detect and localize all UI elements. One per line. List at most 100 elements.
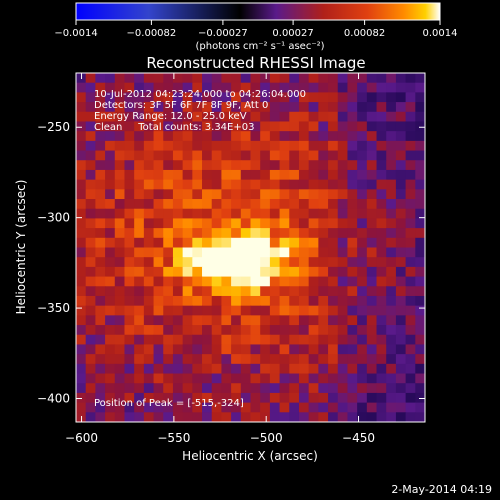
- heatmap-cell: [211, 218, 223, 229]
- heatmap-cell: [279, 102, 290, 113]
- heatmap-cell: [134, 92, 145, 103]
- heatmap-cell: [279, 257, 290, 268]
- heatmap-cell: [308, 228, 319, 239]
- heatmap-cell: [114, 412, 126, 422]
- heatmap-cell: [124, 150, 135, 161]
- heatmap-cell: [376, 92, 387, 103]
- heatmap-cell: [250, 179, 261, 190]
- heatmap-cell: [386, 150, 397, 161]
- heatmap-cell: [163, 102, 174, 113]
- heatmap-cell: [76, 286, 87, 297]
- heatmap-cell: [85, 189, 96, 200]
- heatmap-cell: [182, 189, 193, 200]
- heatmap-cell: [231, 237, 242, 249]
- heatmap-cell: [192, 373, 203, 384]
- heatmap-cell: [357, 218, 368, 229]
- heatmap-cell: [357, 247, 368, 258]
- heatmap-cell: [318, 111, 329, 123]
- heatmap-cell: [124, 247, 135, 258]
- heatmap-cell: [192, 363, 203, 375]
- heatmap-cell: [405, 73, 416, 84]
- heatmap-cell: [153, 412, 164, 422]
- heatmap-cell: [357, 392, 368, 404]
- heatmap-cell: [76, 344, 87, 355]
- heatmap-cell: [163, 237, 174, 249]
- heatmap-cell: [260, 402, 271, 413]
- heatmap-cell: [357, 305, 368, 316]
- heatmap-cell: [366, 150, 378, 161]
- heatmap-cell: [269, 354, 281, 365]
- heatmap-cell: [269, 208, 281, 220]
- heatmap-cell: [134, 247, 145, 258]
- heatmap-cell: [386, 325, 397, 336]
- heatmap-cell: [134, 286, 145, 297]
- heatmap-cell: [124, 73, 135, 84]
- heatmap-cell: [240, 295, 252, 307]
- colorbar: [75, 2, 441, 21]
- heatmap-cell: [337, 140, 349, 152]
- heatmap-cell: [269, 276, 281, 287]
- heatmap-cell: [386, 102, 397, 113]
- heatmap-cell: [95, 237, 106, 249]
- heatmap-cell: [221, 315, 232, 326]
- heatmap-cell: [289, 111, 300, 123]
- heatmap-cell: [250, 82, 261, 93]
- heatmap-cell: [202, 286, 213, 297]
- heatmap-cell: [405, 363, 416, 375]
- heatmap-cell: [221, 218, 232, 229]
- heatmap-cell: [95, 160, 106, 171]
- heatmap-cell: [211, 121, 223, 132]
- heatmap-cell: [231, 392, 242, 404]
- heatmap-cell: [134, 325, 145, 336]
- heatmap-cell: [172, 218, 184, 229]
- heatmap-cell: [240, 392, 252, 404]
- heatmap-cell: [240, 111, 252, 123]
- heatmap-cell: [347, 315, 358, 326]
- colorbar-tick-label: 0.0014: [423, 28, 458, 39]
- heatmap-cell: [211, 257, 223, 268]
- heatmap-cell: [231, 315, 242, 326]
- heatmap-cell: [376, 102, 387, 113]
- heatmap-cell: [395, 169, 407, 181]
- heatmap-cell: [95, 402, 106, 413]
- heatmap-cell: [85, 73, 96, 84]
- heatmap-cell: [231, 140, 242, 152]
- y-tick-label: −300: [37, 211, 70, 225]
- heatmap-cell: [231, 102, 242, 113]
- heatmap-cell: [395, 363, 407, 375]
- heatmap-cell: [85, 82, 96, 93]
- heatmap-cell: [202, 325, 213, 336]
- heatmap-cell: [386, 247, 397, 258]
- heatmap-cell: [337, 363, 349, 375]
- heatmap-cell: [415, 102, 425, 113]
- heatmap-cell: [347, 286, 358, 297]
- heatmap-cell: [172, 189, 184, 200]
- heatmap-cell: [376, 82, 387, 93]
- heatmap-cell: [308, 73, 319, 84]
- heatmap-cell: [231, 266, 242, 278]
- heatmap-cell: [202, 102, 213, 113]
- heatmap-cell: [415, 140, 425, 152]
- heatmap-cell: [221, 121, 232, 132]
- heatmap-cell: [347, 73, 358, 84]
- heatmap-cell: [192, 92, 203, 103]
- heatmap-cell: [134, 102, 145, 113]
- heatmap-cell: [172, 305, 184, 316]
- heatmap-cell: [182, 131, 193, 142]
- heatmap-cell: [85, 257, 96, 268]
- heatmap-cell: [318, 199, 329, 210]
- heatmap-cell: [347, 344, 358, 355]
- heatmap-cell: [163, 295, 174, 307]
- heatmap-cell: [366, 305, 378, 316]
- heatmap-cell: [134, 334, 145, 346]
- heatmap-cell: [269, 295, 281, 307]
- heatmap-cell: [211, 82, 223, 93]
- heatmap-cell: [395, 237, 407, 249]
- heatmap-cell: [76, 140, 87, 152]
- heatmap-cell: [250, 286, 261, 297]
- heatmap-cell: [308, 276, 319, 287]
- heatmap-cell: [153, 228, 164, 239]
- heatmap-cell: [308, 169, 319, 181]
- heatmap-cell: [143, 237, 155, 249]
- heatmap-cell: [376, 305, 387, 316]
